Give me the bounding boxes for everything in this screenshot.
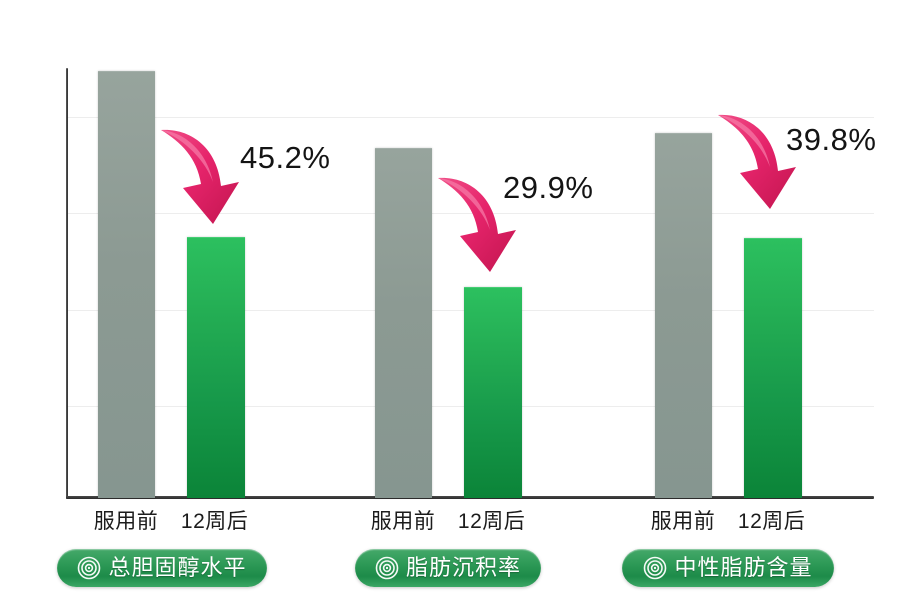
category-badge-group-1[interactable]: 总胆固醇水平	[57, 549, 267, 587]
tick-labels-group-3: 服用前 12周后	[635, 505, 821, 535]
gridline-1	[68, 117, 874, 118]
percent-label-group-1: 45.2%	[240, 140, 331, 175]
bar-group-3-after	[744, 238, 802, 498]
bar-group-3-before	[655, 133, 712, 498]
y-axis-line	[66, 68, 68, 499]
category-badge-label-3: 中性脂肪含量	[674, 555, 813, 580]
bar-group-2-before	[375, 148, 432, 498]
target-spiral-icon-2	[375, 556, 399, 580]
gridline-2	[68, 213, 874, 214]
tick-before-group-3: 服用前	[650, 510, 716, 533]
percent-label-group-2: 29.9%	[503, 170, 594, 205]
tick-after-group-2: 12周后	[457, 510, 526, 533]
category-badge-label-1: 总胆固醇水平	[108, 555, 247, 580]
tick-before-group-2: 服用前	[370, 510, 436, 533]
category-badge-group-3[interactable]: 中性脂肪含量	[622, 549, 834, 587]
bar-group-2-after	[464, 287, 522, 498]
tick-before-group-1: 服用前	[93, 510, 159, 533]
bar-group-1-before	[98, 71, 155, 498]
percent-label-group-3: 39.8%	[786, 122, 877, 157]
tick-after-group-3: 12周后	[737, 510, 806, 533]
tick-labels-group-2: 服用前 12周后	[355, 505, 541, 535]
category-badge-label-2: 脂肪沉积率	[405, 555, 521, 580]
target-spiral-icon-1	[77, 556, 101, 580]
bar-group-1-after	[187, 237, 245, 498]
category-badge-group-2[interactable]: 脂肪沉积率	[355, 549, 541, 587]
target-spiral-icon-3	[643, 556, 667, 580]
tick-after-group-1: 12周后	[180, 510, 249, 533]
tick-labels-group-1: 服用前 12周后	[78, 505, 264, 535]
